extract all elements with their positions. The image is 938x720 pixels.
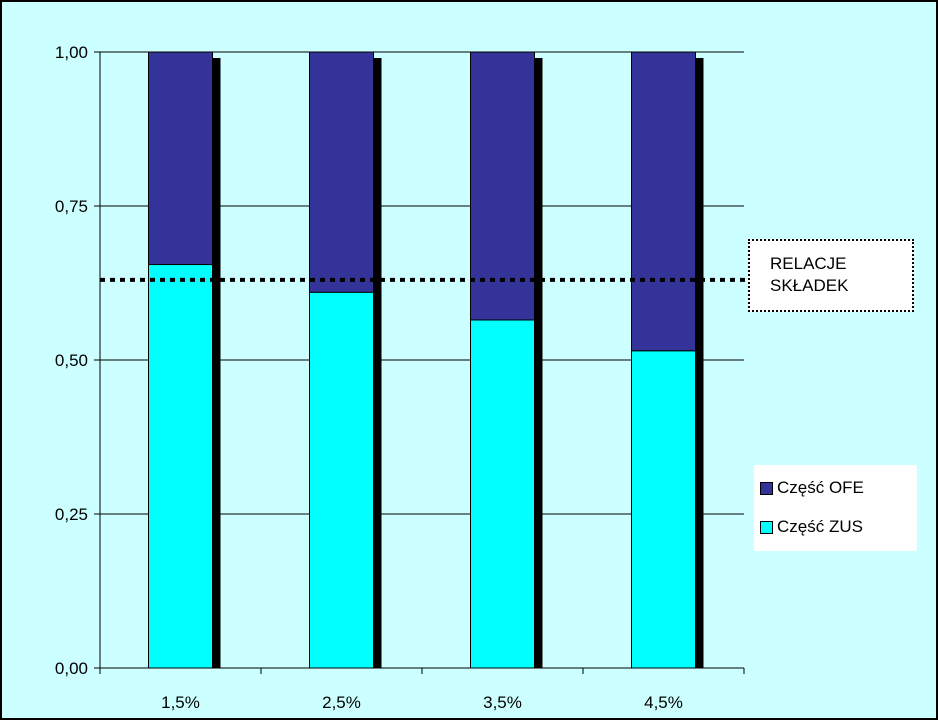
- y-tick-label: 1,00: [55, 43, 88, 62]
- legend-item-ofe: Część OFE: [760, 477, 864, 499]
- bar-shadow: [212, 58, 221, 668]
- y-tick-label: 0,25: [55, 505, 88, 524]
- bar-zus: [309, 291, 374, 669]
- bar-ofe: [309, 51, 374, 293]
- bar-ofe: [631, 51, 696, 352]
- y-tick-label: 0,75: [55, 197, 88, 216]
- bar-zus: [470, 319, 535, 669]
- reference-label-line-2: SKŁADEK: [770, 276, 849, 295]
- x-tick-label: 4,5%: [644, 693, 683, 712]
- legend-label-zus: Część ZUS: [777, 517, 863, 536]
- bar-shadow: [534, 58, 543, 668]
- legend-swatch-zus: [760, 520, 773, 534]
- bar-zus: [631, 350, 696, 669]
- bar-shadow: [373, 58, 382, 668]
- bar-zus: [148, 264, 213, 669]
- x-tick-label: 2,5%: [322, 693, 361, 712]
- legend-swatch-ofe: [760, 481, 773, 495]
- x-tick-label: 3,5%: [483, 693, 522, 712]
- legend-label-ofe: Część OFE: [777, 478, 864, 497]
- reference-label-line-1: RELACJE: [770, 254, 847, 273]
- bar-ofe: [148, 51, 213, 266]
- legend: Część OFE Część ZUS: [754, 465, 917, 551]
- reference-line-label: RELACJE SKŁADEK: [748, 239, 914, 312]
- bar-ofe: [470, 51, 535, 321]
- bar-shadow: [695, 58, 704, 668]
- legend-item-zus: Część ZUS: [760, 516, 863, 538]
- x-tick-label: 1,5%: [161, 693, 200, 712]
- y-tick-label: 0,00: [55, 659, 88, 678]
- y-tick-label: 0,50: [55, 351, 88, 370]
